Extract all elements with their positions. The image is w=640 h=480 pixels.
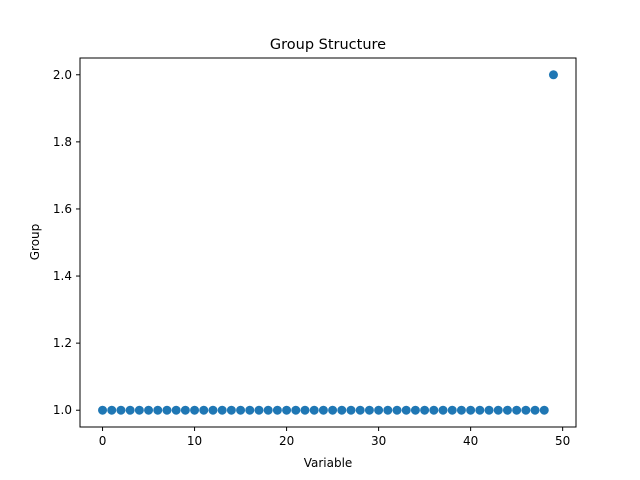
- y-tick-label: 1.8: [53, 135, 72, 149]
- data-point: [254, 405, 264, 415]
- data-point: [475, 405, 485, 415]
- y-tick-label: 1.0: [53, 403, 72, 417]
- data-points: [98, 70, 558, 415]
- data-point: [134, 405, 144, 415]
- data-point: [282, 405, 292, 415]
- data-point: [512, 405, 522, 415]
- data-point: [236, 405, 246, 415]
- data-point: [171, 405, 181, 415]
- data-point: [364, 405, 374, 415]
- x-tick-label: 50: [555, 434, 570, 448]
- data-point: [410, 405, 420, 415]
- y-tick-label: 1.2: [53, 336, 72, 350]
- data-point: [98, 405, 108, 415]
- x-axis-label: Variable: [304, 456, 353, 470]
- data-point: [153, 405, 163, 415]
- y-tick-label: 2.0: [53, 68, 72, 82]
- data-point: [107, 405, 117, 415]
- data-point: [272, 405, 282, 415]
- data-point: [116, 405, 126, 415]
- data-point: [493, 405, 503, 415]
- x-tick-label: 40: [463, 434, 478, 448]
- data-point: [180, 405, 190, 415]
- data-point: [318, 405, 328, 415]
- data-point: [447, 405, 457, 415]
- data-point: [521, 405, 531, 415]
- data-point: [392, 405, 402, 415]
- data-point: [346, 405, 356, 415]
- data-point: [502, 405, 512, 415]
- data-point: [309, 405, 319, 415]
- data-point: [162, 405, 172, 415]
- data-point: [548, 70, 558, 80]
- data-point: [300, 405, 310, 415]
- data-point: [190, 405, 200, 415]
- chart-title: Group Structure: [270, 37, 386, 53]
- y-axis-label: Group: [28, 224, 42, 261]
- data-point: [125, 405, 135, 415]
- data-point: [199, 405, 209, 415]
- data-point: [144, 405, 154, 415]
- data-point: [208, 405, 218, 415]
- data-point: [401, 405, 411, 415]
- data-point: [374, 405, 384, 415]
- data-point: [539, 405, 549, 415]
- data-point: [429, 405, 439, 415]
- plot-frame: [79, 57, 577, 428]
- x-tick-label: 10: [187, 434, 202, 448]
- x-tick-label: 20: [279, 434, 294, 448]
- data-point: [328, 405, 338, 415]
- data-point: [217, 405, 227, 415]
- data-point: [383, 405, 393, 415]
- data-point: [438, 405, 448, 415]
- y-tick-label: 1.4: [53, 269, 72, 283]
- axis-ticks: 0 10 20 30 40 50 1.0 1.2 1.4 1.6 1.8 2.0: [53, 68, 570, 448]
- data-point: [245, 405, 255, 415]
- data-point: [456, 405, 466, 415]
- data-point: [355, 405, 365, 415]
- data-point: [263, 405, 273, 415]
- data-point: [466, 405, 476, 415]
- data-point: [337, 405, 347, 415]
- data-point: [484, 405, 494, 415]
- y-tick-label: 1.6: [53, 202, 72, 216]
- x-tick-label: 30: [371, 434, 386, 448]
- data-point: [291, 405, 301, 415]
- data-point: [226, 405, 236, 415]
- data-point: [420, 405, 430, 415]
- data-point: [530, 405, 540, 415]
- x-tick-label: 0: [99, 434, 107, 448]
